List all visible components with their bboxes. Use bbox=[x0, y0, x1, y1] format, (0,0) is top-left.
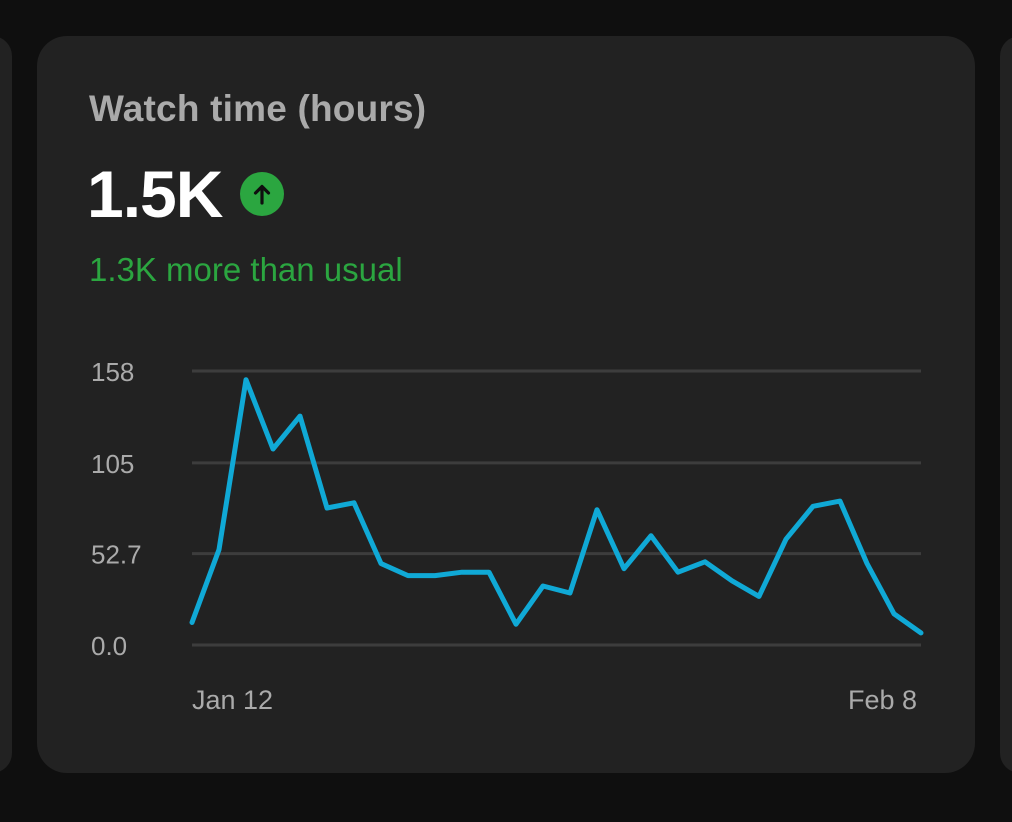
arrow-up-circle-icon bbox=[240, 172, 285, 216]
x-tick-label: Jan 12 bbox=[192, 685, 273, 715]
y-axis-tick-labels: 0.0 52.7 105 158 bbox=[91, 357, 142, 661]
series-line-watch-time[interactable] bbox=[189, 377, 924, 636]
y-tick-label: 105 bbox=[91, 449, 134, 479]
metric-value: 1.5K bbox=[87, 157, 223, 231]
y-tick-label: 52.7 bbox=[91, 540, 142, 570]
x-axis-tick-labels: Jan 12 Feb 8 bbox=[192, 685, 917, 715]
next-card-edge[interactable] bbox=[1000, 36, 1012, 773]
card-title: Watch time (hours) bbox=[89, 88, 427, 129]
delta-text: 1.3K more than usual bbox=[89, 251, 403, 288]
y-tick-label: 0.0 bbox=[91, 631, 127, 661]
watch-time-line-chart[interactable]: 0.0 52.7 105 158 Jan 12 Feb 8 bbox=[37, 36, 975, 773]
series-layer bbox=[189, 377, 924, 636]
previous-card-edge[interactable] bbox=[0, 36, 12, 773]
x-tick-label: Feb 8 bbox=[848, 685, 917, 715]
watch-time-card[interactable]: Watch time (hours) 1.5K 1.3K more than u… bbox=[37, 36, 975, 773]
metric-row: 1.5K bbox=[87, 157, 285, 231]
y-tick-label: 158 bbox=[91, 357, 134, 387]
